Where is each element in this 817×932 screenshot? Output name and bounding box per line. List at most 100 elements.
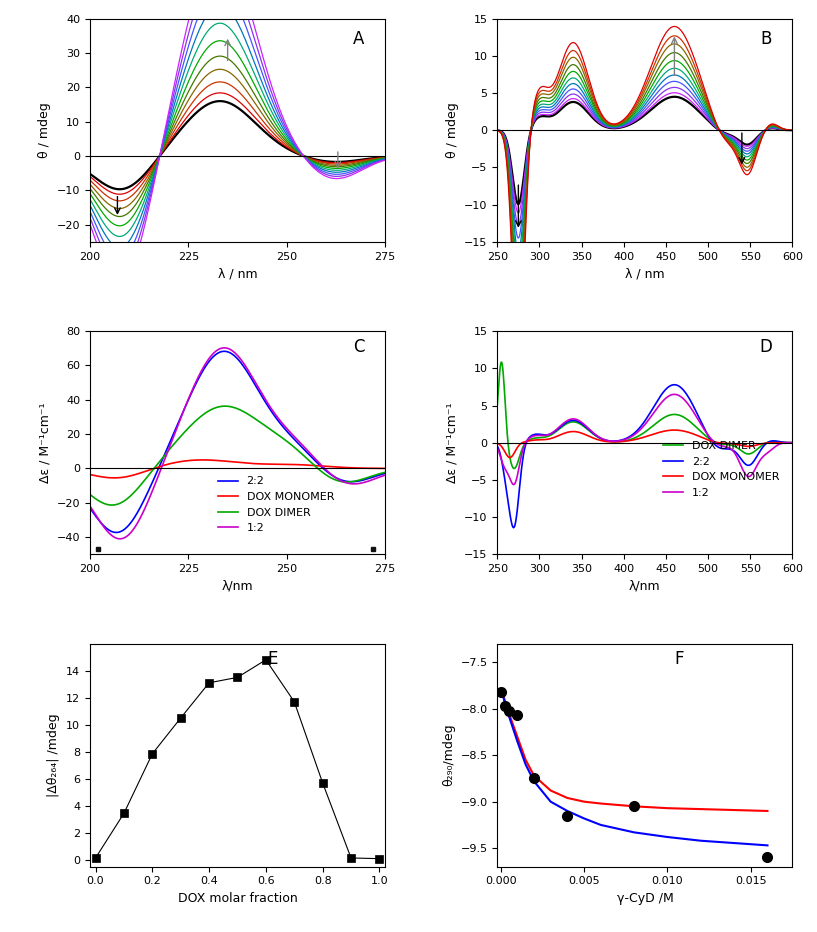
2:2 [509,522,519,533]
2:2 [716,443,725,454]
1:2 [690,409,700,420]
DOX MONOMER [627,434,636,445]
DOX DIMER [85,488,95,500]
DOX DIMER [493,400,502,411]
DOX MONOMER [569,426,578,437]
2:2 [493,441,502,452]
Line: 1:2: 1:2 [90,348,385,539]
Text: C: C [353,337,364,356]
DOX MONOMER [788,437,797,448]
DOX MONOMER [690,429,700,440]
1:2 [380,470,390,481]
DOX DIMER [667,409,677,420]
DOX DIMER [716,438,725,449]
DOX DIMER [788,437,797,448]
1:2 [85,500,95,512]
DOX DIMER [107,500,117,511]
Line: DOX MONOMER: DOX MONOMER [498,430,792,458]
1:2 [220,342,230,353]
2:2 [121,522,131,533]
Line: 1:2: 1:2 [498,394,792,485]
Y-axis label: Δε / M⁻¹cm⁻¹: Δε / M⁻¹cm⁻¹ [38,403,51,483]
DOX DIMER [380,467,390,478]
DOX MONOMER [121,472,131,483]
2:2 [788,437,797,448]
Text: D: D [759,337,772,356]
1:2 [716,440,725,451]
Y-axis label: |Δθ₂₆₄| /mdeg: |Δθ₂₆₄| /mdeg [47,713,60,797]
2:2 [300,445,310,456]
Text: E: E [267,651,278,668]
DOX DIMER [221,401,230,412]
1:2 [300,442,310,453]
DOX MONOMER [493,438,502,449]
DOX DIMER [121,494,131,505]
X-axis label: λ/nm: λ/nm [221,580,253,593]
DOX MONOMER [545,433,555,445]
DOX DIMER [300,451,310,462]
1:2 [545,429,555,440]
1:2 [121,531,131,542]
DOX DIMER [546,430,556,441]
2:2 [85,502,95,514]
1:2 [627,432,636,443]
X-axis label: λ / nm: λ / nm [625,267,665,281]
DOX MONOMER [85,469,95,480]
DOX MONOMER [203,455,213,466]
1:2 [569,413,578,424]
DOX DIMER [272,429,282,440]
DOX DIMER [509,463,519,474]
DOX MONOMER [380,463,390,474]
2:2 [545,429,555,440]
Text: B: B [761,30,772,48]
2:2 [220,346,230,357]
DOX MONOMER [669,424,679,435]
Legend: 2:2, DOX MONOMER, DOX DIMER, 1:2: 2:2, DOX MONOMER, DOX DIMER, 1:2 [213,472,338,538]
1:2 [669,389,679,400]
Y-axis label: Δε / M⁻¹cm⁻¹: Δε / M⁻¹cm⁻¹ [445,403,458,483]
DOX MONOMER [272,459,282,470]
1:2 [667,390,676,401]
Line: DOX DIMER: DOX DIMER [498,363,792,469]
1:2 [788,437,797,448]
DOX MONOMER [667,425,676,436]
2:2 [301,445,310,457]
Y-axis label: θ / mdeg: θ / mdeg [445,103,458,158]
DOX DIMER [182,424,192,435]
Line: DOX MONOMER: DOX MONOMER [90,459,385,478]
2:2 [669,379,679,391]
DOX DIMER [203,406,212,418]
DOX DIMER [627,433,636,445]
DOX MONOMER [301,459,310,471]
1:2 [301,444,310,455]
Line: 2:2: 2:2 [498,385,792,528]
Text: A: A [353,30,364,48]
DOX DIMER [301,452,310,463]
1:2 [182,397,192,408]
Line: DOX DIMER: DOX DIMER [90,406,385,505]
2:2 [272,414,282,425]
DOX MONOMER [182,455,192,466]
2:2 [690,404,700,416]
DOX MONOMER [198,454,208,465]
DOX MONOMER [716,437,725,448]
X-axis label: λ / nm: λ / nm [217,267,257,281]
DOX MONOMER [300,459,310,471]
X-axis label: λ/nm: λ/nm [629,580,661,593]
Legend: DOX DIMER, 2:2, DOX MONOMER, 1:2: DOX DIMER, 2:2, DOX MONOMER, 1:2 [659,437,784,502]
2:2 [667,379,676,391]
DOX DIMER [496,357,506,368]
Text: F: F [674,651,684,668]
2:2 [182,398,192,409]
DOX MONOMER [505,452,515,463]
DOX MONOMER [109,473,119,484]
1:2 [272,411,282,422]
DOX DIMER [690,421,700,432]
Line: 2:2: 2:2 [90,351,385,532]
1:2 [509,479,519,490]
X-axis label: DOX molar fraction: DOX molar fraction [177,892,297,905]
DOX DIMER [569,417,579,428]
1:2 [203,355,212,366]
2:2 [627,430,636,441]
X-axis label: γ-CyD /M: γ-CyD /M [617,892,673,905]
